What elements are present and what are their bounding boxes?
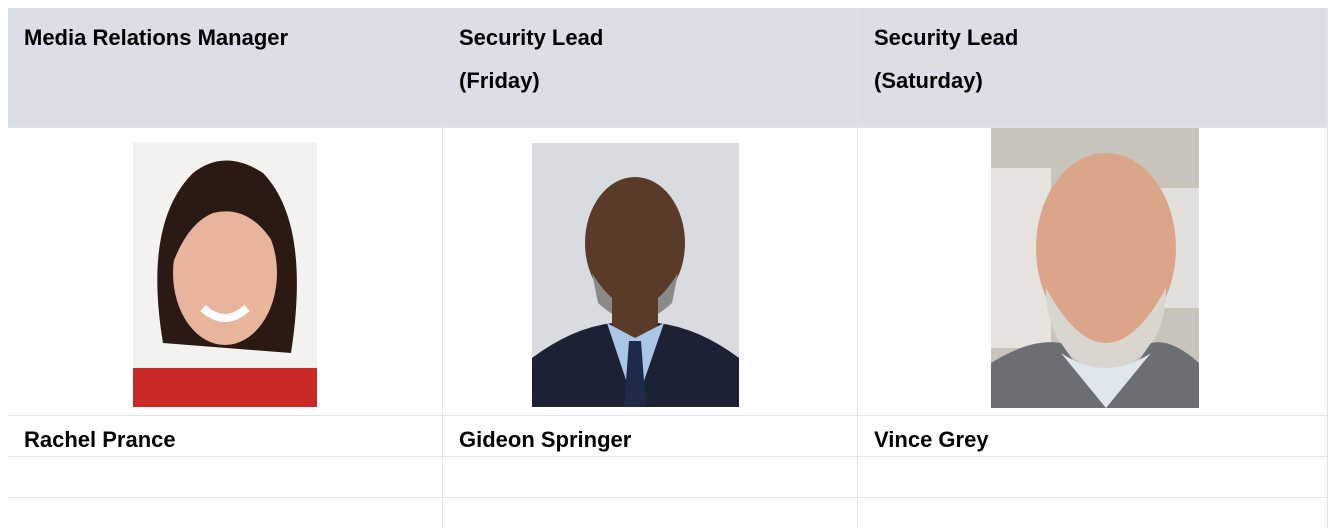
empty-cell — [858, 457, 1328, 498]
portrait — [133, 143, 317, 407]
photo-cell — [443, 128, 858, 416]
portrait — [532, 143, 739, 407]
photo-cell — [8, 128, 443, 416]
header-line: (Friday) — [459, 68, 540, 93]
header-cell: Media Relations Manager — [8, 8, 443, 128]
empty-cell — [443, 498, 858, 528]
portrait — [991, 128, 1199, 408]
empty-cell — [858, 498, 1328, 528]
empty-cell — [8, 457, 443, 498]
header-line: (Saturday) — [874, 68, 983, 93]
name-cell: Gideon Springer — [443, 416, 858, 457]
name-cell: Rachel Prance — [8, 416, 443, 457]
header-cell: Security Lead (Friday) — [443, 8, 858, 128]
name-cell: Vince Grey — [858, 416, 1328, 457]
header-line: Media Relations Manager — [24, 25, 289, 50]
header-line: Security Lead — [874, 25, 1019, 50]
empty-cell — [443, 457, 858, 498]
header-line: Security Lead — [459, 25, 604, 50]
empty-cell — [8, 498, 443, 528]
header-cell: Security Lead (Saturday) — [858, 8, 1328, 128]
